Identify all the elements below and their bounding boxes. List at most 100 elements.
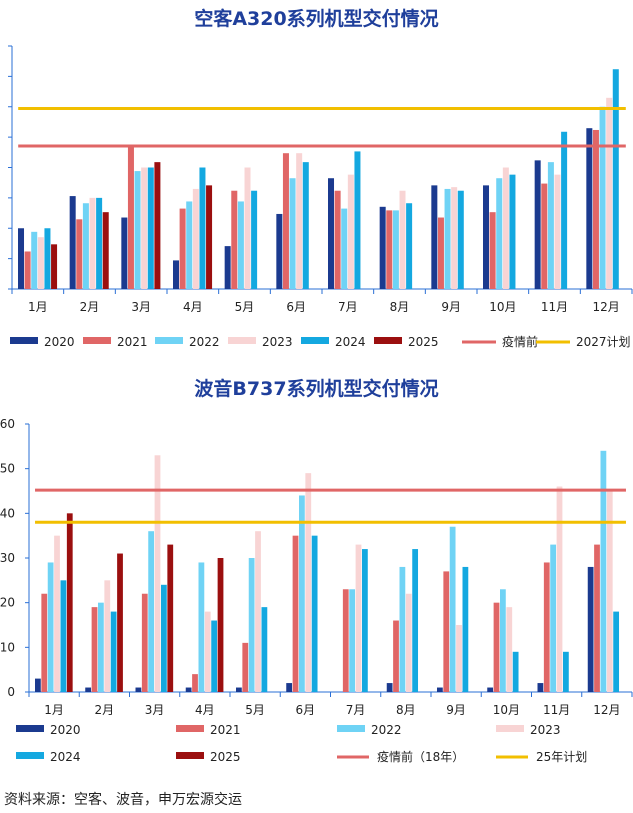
bar-2020-5月 (236, 687, 242, 692)
bar-2025-2月 (117, 553, 123, 692)
legend-label-2020: 2020 (50, 723, 81, 737)
bar-2021-10月 (493, 602, 500, 692)
bar-2024-12月 (613, 611, 620, 692)
y-tick-label: 30 (0, 551, 15, 565)
bar-2020-12月 (587, 566, 594, 692)
legend-label-ref-0: 疫情前（18年） (377, 749, 464, 764)
bar-2024-1月 (60, 580, 67, 692)
x-tick-label: 3月 (145, 703, 165, 717)
bar-2025-2月 (102, 212, 109, 289)
legend-label-2022: 2022 (371, 723, 402, 737)
x-tick-label: 3月 (131, 300, 151, 314)
bar-2025-1月 (51, 244, 58, 289)
bar-2021-5月 (242, 642, 249, 692)
airbus-chart-title: 空客A320系列机型交付情况 (194, 8, 439, 30)
bar-2020-8月 (379, 206, 386, 289)
legend-swatch-2022 (337, 725, 365, 732)
bar-2022-9月 (444, 188, 451, 289)
bar-2023-2月 (104, 580, 111, 692)
x-tick-label: 4月 (183, 300, 203, 314)
bar-2021-7月 (342, 589, 349, 692)
bar-2020-1月 (18, 228, 25, 289)
bar-2024-7月 (354, 151, 361, 289)
legend-label-2025: 2025 (408, 335, 439, 349)
bar-2020-4月 (173, 260, 180, 289)
bar-2022-6月 (289, 178, 296, 289)
bar-2021-11月 (543, 562, 550, 692)
legend-label-2024: 2024 (50, 750, 81, 764)
bar-2023-8月 (405, 593, 412, 692)
bar-2021-8月 (386, 210, 393, 289)
x-tick-label: 10月 (493, 703, 520, 717)
bar-2024-10月 (509, 174, 516, 289)
bar-2022-7月 (341, 208, 348, 289)
legend-swatch-2021 (83, 337, 111, 344)
bar-2024-6月 (311, 535, 318, 692)
bar-2025-3月 (154, 162, 161, 289)
bar-2022-3月 (134, 171, 141, 289)
bar-2023-10月 (502, 167, 509, 289)
bar-2024-4月 (199, 167, 206, 289)
legend-label-2021: 2021 (210, 723, 241, 737)
bar-2023-10月 (506, 607, 513, 692)
legend-swatch-2025 (374, 337, 402, 344)
x-tick-label: 10月 (489, 300, 516, 314)
bar-2021-1月 (41, 593, 48, 692)
x-tick-label: 5月 (235, 300, 255, 314)
bar-2021-4月 (192, 674, 198, 692)
bar-2020-11月 (537, 683, 544, 692)
bar-2022-12月 (600, 450, 607, 692)
bar-2024-9月 (457, 190, 464, 289)
bar-2021-7月 (334, 190, 341, 289)
bar-2021-12月 (592, 129, 599, 289)
bar-2024-9月 (462, 566, 469, 692)
bar-2022-4月 (186, 201, 193, 289)
x-tick-label: 2月 (80, 300, 100, 314)
bar-2020-7月 (328, 178, 335, 289)
legend-swatch-2023 (496, 725, 524, 732)
bar-2022-5月 (248, 558, 255, 692)
bar-2021-10月 (489, 212, 496, 289)
x-tick-label: 8月 (390, 300, 410, 314)
bar-2023-3月 (141, 167, 148, 289)
bar-2020-10月 (487, 687, 494, 692)
legend-swatch-2025 (176, 752, 204, 759)
x-tick-label: 6月 (286, 300, 306, 314)
bar-2021-9月 (443, 571, 450, 692)
legend-swatch-2022 (155, 337, 183, 344)
boeing-chart-title: 波音B737系列机型交付情况 (194, 378, 439, 400)
x-tick-label: 12月 (593, 703, 620, 717)
bar-2024-12月 (612, 69, 619, 290)
legend-label-ref-1: 25年计划 (536, 750, 587, 764)
boeing-b737-chart: 0 10 20 30 40 50 60 1月 2月 3月 4月 5月 6月 7月 8月 9月 10月 11月 12月… (0, 417, 633, 764)
bar-2020-1月 (35, 678, 41, 692)
legend-swatch-2020 (16, 725, 44, 732)
legend-swatch-2023 (228, 337, 256, 344)
bar-2024-2月 (110, 611, 117, 692)
bar-2021-3月 (141, 593, 148, 692)
bar-2023-1月 (54, 535, 60, 692)
bar-2021-2月 (91, 607, 98, 692)
bar-2023-12月 (606, 491, 613, 692)
x-tick-label: 6月 (296, 703, 316, 717)
x-tick-label: 5月 (245, 703, 265, 717)
legend-label-2023: 2023 (262, 335, 293, 349)
bar-2022-6月 (299, 495, 305, 692)
bar-2022-10月 (496, 178, 503, 289)
bar-2020-9月 (431, 185, 438, 289)
bar-2021-5月 (231, 190, 238, 289)
bar-2021-2月 (76, 219, 83, 289)
x-tick-label: 11月 (541, 300, 568, 314)
bar-2023-3月 (154, 455, 161, 692)
bar-2022-8月 (392, 210, 399, 289)
bar-2025-4月 (206, 185, 213, 289)
bar-2021-11月 (541, 183, 548, 289)
bar-2020-2月 (69, 196, 76, 289)
bar-2021-1月 (24, 251, 31, 289)
airbus-a320-chart: 1月 2月 3月 4月 5月 6月 7月 8月 9月 10月 11月 12月 2020 2021 2022 2… (8, 45, 633, 349)
bar-2020-8月 (386, 683, 393, 692)
bar-2024-10月 (512, 651, 519, 692)
bar-2023-1月 (37, 237, 44, 289)
bar-2020-2月 (85, 687, 92, 692)
